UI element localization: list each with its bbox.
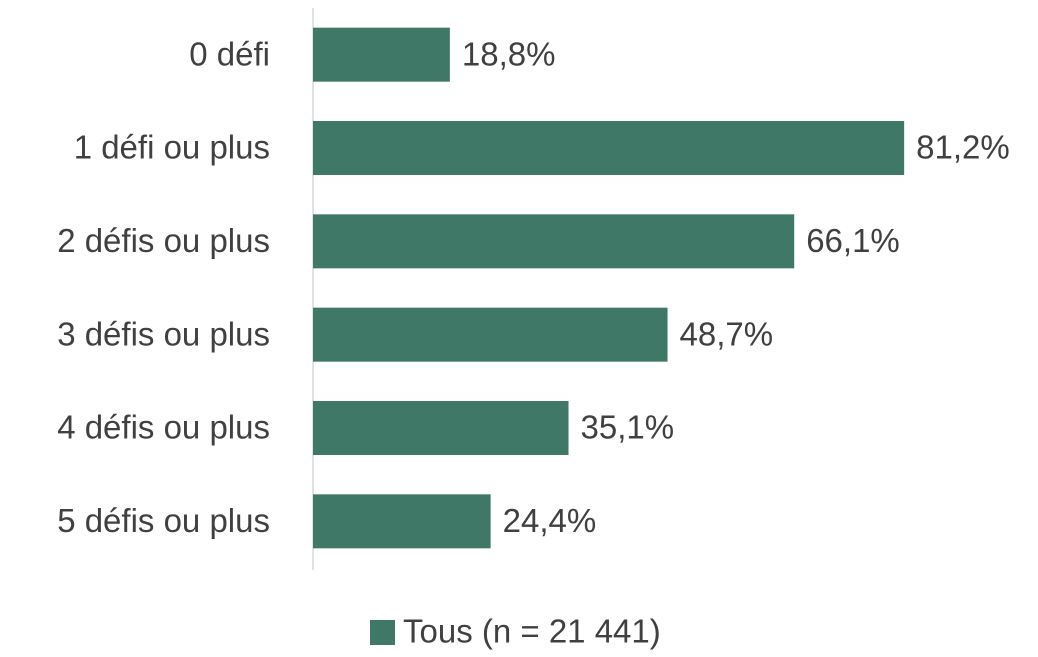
bar <box>313 401 569 455</box>
bar <box>313 27 450 82</box>
value-label: 35,1% <box>581 409 675 446</box>
category-label: 1 défi ou plus <box>74 129 270 166</box>
category-label: 4 défis ou plus <box>57 409 270 446</box>
value-label: 24,4% <box>503 502 597 539</box>
category-label: 5 défis ou plus <box>57 502 270 539</box>
legend-swatch <box>370 620 395 645</box>
category-label: 2 défis ou plus <box>57 222 270 259</box>
bar <box>313 214 795 269</box>
value-label: 81,2% <box>916 129 1010 166</box>
value-label: 66,1% <box>806 222 900 259</box>
bar <box>313 494 491 549</box>
value-label: 48,7% <box>680 315 774 352</box>
bar <box>313 121 905 175</box>
bar <box>313 307 668 362</box>
category-label: 3 défis ou plus <box>57 315 270 352</box>
legend-label: Tous (n = 21 441) <box>403 613 661 650</box>
category-label: 0 défi <box>189 35 270 72</box>
value-label: 18,8% <box>462 35 556 72</box>
